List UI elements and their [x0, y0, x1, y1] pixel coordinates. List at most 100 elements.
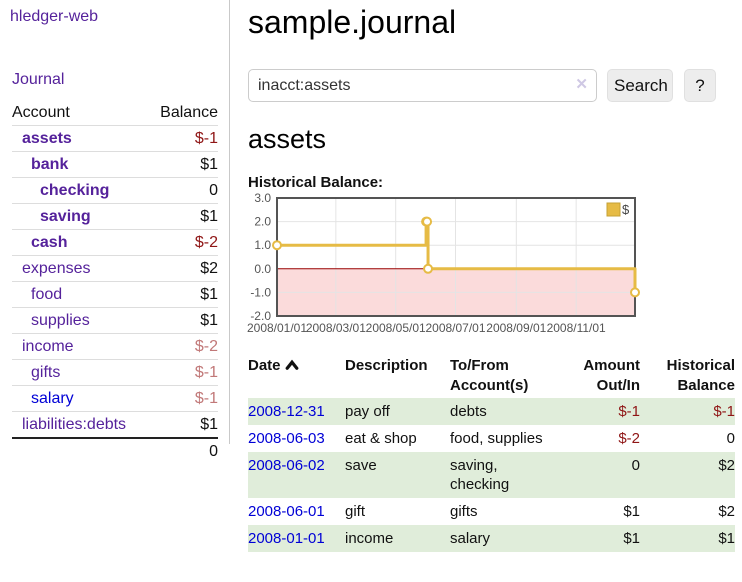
account-row: liabilities:debts $1 — [12, 411, 218, 439]
transaction-date-link[interactable]: 2008-06-01 — [248, 503, 325, 520]
account-column-header: Account — [12, 100, 149, 126]
data-point-marker — [272, 240, 282, 251]
legend-swatch — [606, 202, 621, 217]
app-brand[interactable]: hledger-web — [10, 8, 229, 26]
register-row: 2008-06-02 save saving, checking 0 $2 — [248, 452, 735, 498]
header-line: Out/In — [596, 377, 640, 394]
register-row: 2008-01-01 income salary $1 $1 — [248, 525, 735, 552]
register-description-cell: eat & shop — [345, 430, 417, 447]
sidebar-account-link[interactable]: income — [22, 338, 74, 355]
balance-chart: 3.0 2.0 1.0 0.0 -1.0 -2.02008/01/012008/03/01… — [247, 191, 640, 335]
account-cell: saving — [12, 203, 149, 230]
account-balance: $1 — [148, 307, 218, 334]
sidebar-account-link[interactable]: bank — [31, 156, 69, 173]
plot-border — [276, 197, 636, 317]
transaction-date-link[interactable]: 2008-01-01 — [248, 530, 325, 547]
account-row: checking 0 — [12, 177, 218, 204]
sidebar-account-link[interactable]: expenses — [22, 260, 91, 277]
sidebar-account-link[interactable]: saving — [40, 208, 91, 225]
legend-label: $ — [622, 202, 630, 217]
transaction-date-link[interactable]: 2008-06-03 — [248, 430, 325, 447]
sidebar-account-link[interactable]: supplies — [31, 312, 90, 329]
balance-column-header: Historical Balance — [640, 354, 735, 398]
account-row: cash $-2 — [12, 229, 218, 256]
register-amount-cell: $-1 — [618, 403, 640, 420]
x-tick-label: 2008/11/01 — [547, 321, 606, 335]
register-row: 2008-06-01 gift gifts $1 $2 — [248, 498, 735, 525]
sidebar-nav: Journal — [12, 71, 229, 89]
account-balance: $-1 — [148, 359, 218, 386]
sidebar-account-link[interactable]: cash — [31, 234, 68, 251]
search-form: ✕ Search ? — [248, 69, 742, 102]
spacer — [12, 437, 149, 464]
sidebar-account-link[interactable]: salary — [31, 390, 74, 407]
register-date-cell: 2008-06-01 — [248, 498, 345, 525]
register-balance-cell: $-1 — [713, 403, 735, 420]
register-description-cell: save — [345, 457, 377, 474]
register-date-cell: 2008-12-31 — [248, 398, 345, 425]
search-button[interactable]: Search — [607, 69, 673, 102]
date-header-label: Date — [248, 357, 281, 374]
amount-column-header: Amount Out/In — [565, 354, 640, 398]
register-header-row: Date Description To/From Account(s) Amou… — [248, 354, 735, 398]
header-line: Balance — [677, 377, 735, 394]
description-column-header: Description — [345, 354, 450, 398]
main-content: sample.journal ✕ Search ? assets Histori… — [231, 0, 742, 552]
balance-column-header: Balance — [148, 100, 218, 126]
x-tick-label: 2008/05/01 — [366, 321, 426, 335]
sidebar-account-link[interactable]: food — [31, 286, 63, 303]
account-cell: supplies — [12, 307, 149, 334]
register-accounts-cell: food, supplies — [450, 425, 565, 452]
search-input[interactable] — [248, 69, 597, 102]
sidebar-account-link[interactable]: checking — [40, 182, 110, 199]
y-tick-label: -2.0 — [250, 309, 271, 323]
clear-search-icon[interactable]: ✕ — [575, 76, 588, 93]
x-tick-label: 2008/09/01 — [486, 321, 546, 335]
account-row: supplies $1 — [12, 307, 218, 334]
chart-heading: Historical Balance: — [248, 174, 384, 191]
register-row: 2008-06-03 eat & shop food, supplies $-2 0 — [248, 425, 735, 452]
header-line: Historical — [666, 357, 735, 374]
search-input-wrap: ✕ — [248, 69, 597, 102]
sidebar-account-link[interactable]: gifts — [31, 364, 61, 381]
account-row: expenses $2 — [12, 255, 218, 282]
sidebar-account-link[interactable]: liabilities:debts — [22, 416, 127, 433]
account-row: food $1 — [12, 281, 218, 308]
account-row: income $-2 — [12, 333, 218, 360]
account-balance: 0 — [148, 177, 218, 204]
register-amount-cell: $1 — [623, 530, 640, 547]
transaction-date-link[interactable]: 2008-06-02 — [248, 457, 325, 474]
transaction-date-link[interactable]: 2008-12-31 — [248, 403, 325, 420]
account-name-line: gifts — [450, 503, 478, 520]
x-tick-label: 2008/01/01 — [247, 321, 307, 335]
account-balance: $1 — [148, 411, 218, 439]
sidebar-account-link[interactable]: assets — [22, 130, 72, 147]
journal-link[interactable]: Journal — [12, 71, 65, 88]
register-row: 2008-12-31 pay off debts $-1 $-1 — [248, 398, 735, 425]
account-cell: expenses — [12, 255, 149, 282]
register-amount-cell: $-2 — [618, 430, 640, 447]
account-balance: $1 — [148, 281, 218, 308]
account-row: assets $-1 — [12, 125, 218, 152]
account-total-balance: 0 — [148, 437, 218, 464]
date-column-header[interactable]: Date — [248, 354, 345, 398]
account-balance: $-1 — [148, 385, 218, 412]
help-button[interactable]: ? — [684, 69, 716, 102]
register-balance-cell: $2 — [718, 457, 735, 474]
header-line: Description — [345, 357, 428, 374]
register-description-cell: income — [345, 530, 394, 547]
account-row: salary $-1 — [12, 385, 218, 412]
brand-link[interactable]: hledger-web — [10, 8, 99, 25]
y-tick-label: 3.0 — [254, 191, 271, 205]
register-accounts-cell: salary — [450, 525, 565, 552]
y-tick-label: -1.0 — [250, 285, 271, 299]
register-accounts-cell: debts — [450, 398, 565, 425]
register-date-cell: 2008-06-02 — [248, 452, 345, 498]
register-description-cell: gift — [345, 503, 366, 520]
account-row: gifts $-1 — [12, 359, 218, 386]
account-balance: $2 — [148, 255, 218, 282]
account-balance: $1 — [148, 203, 218, 230]
account-cell: gifts — [12, 359, 149, 386]
header-line: Amount — [583, 357, 640, 374]
header-line: To/From — [450, 357, 509, 374]
